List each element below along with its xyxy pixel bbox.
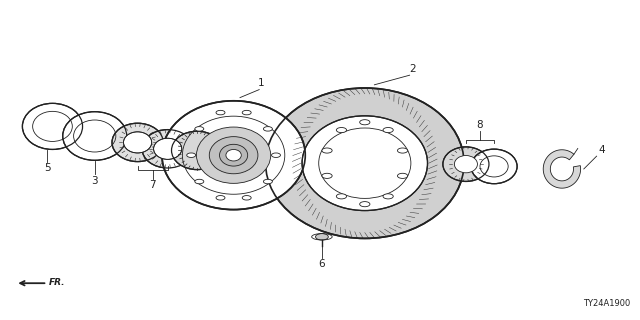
Ellipse shape: [316, 234, 328, 240]
Ellipse shape: [397, 148, 408, 153]
Ellipse shape: [242, 196, 251, 200]
Ellipse shape: [360, 202, 370, 207]
Ellipse shape: [220, 144, 248, 166]
Ellipse shape: [172, 131, 223, 170]
Ellipse shape: [360, 120, 370, 125]
Ellipse shape: [226, 149, 241, 161]
Text: 1: 1: [258, 78, 264, 88]
Ellipse shape: [322, 173, 332, 179]
Ellipse shape: [302, 116, 428, 211]
Ellipse shape: [195, 127, 204, 131]
Ellipse shape: [196, 127, 271, 183]
Ellipse shape: [471, 149, 517, 184]
Ellipse shape: [187, 153, 196, 157]
Ellipse shape: [162, 101, 305, 210]
Text: 3: 3: [92, 176, 98, 186]
Ellipse shape: [266, 88, 464, 238]
Ellipse shape: [264, 127, 273, 131]
Ellipse shape: [322, 148, 332, 153]
Ellipse shape: [112, 123, 163, 162]
Text: 4: 4: [598, 145, 605, 155]
Text: TY24A1900: TY24A1900: [583, 299, 630, 308]
Ellipse shape: [209, 137, 258, 174]
Text: FR.: FR.: [49, 278, 66, 287]
Ellipse shape: [337, 194, 347, 199]
Text: 7: 7: [149, 180, 156, 190]
Ellipse shape: [383, 194, 393, 199]
Ellipse shape: [242, 110, 251, 115]
Ellipse shape: [264, 179, 273, 184]
Polygon shape: [543, 150, 580, 188]
Text: 6: 6: [319, 259, 325, 269]
Ellipse shape: [216, 196, 225, 200]
Ellipse shape: [154, 138, 182, 159]
Ellipse shape: [63, 112, 127, 160]
Ellipse shape: [397, 173, 408, 179]
Ellipse shape: [124, 132, 152, 153]
Ellipse shape: [337, 127, 347, 132]
Ellipse shape: [216, 110, 225, 115]
Text: 5: 5: [44, 163, 51, 173]
Ellipse shape: [454, 156, 477, 173]
Text: 8: 8: [477, 120, 483, 130]
Ellipse shape: [22, 103, 83, 149]
Ellipse shape: [195, 179, 204, 184]
Ellipse shape: [383, 127, 393, 132]
Text: 2: 2: [410, 64, 416, 74]
Ellipse shape: [142, 130, 193, 168]
Ellipse shape: [271, 153, 280, 157]
Ellipse shape: [443, 147, 489, 181]
